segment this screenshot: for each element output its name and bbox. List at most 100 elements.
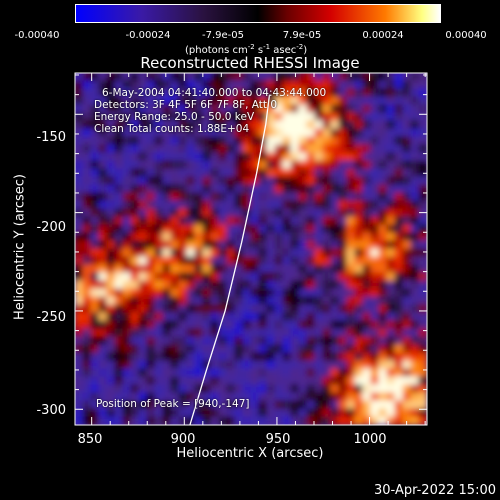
heatmap-cell xyxy=(370,216,380,226)
heatmap-cell xyxy=(162,128,172,138)
heatmap-cell xyxy=(210,344,220,354)
heatmap-cell xyxy=(90,408,100,418)
heatmap-cell xyxy=(218,328,228,338)
heatmap-cell xyxy=(322,280,332,290)
heatmap-cell xyxy=(258,208,268,218)
heatmap-cell xyxy=(386,168,396,178)
heatmap-cell xyxy=(170,120,180,130)
heatmap-cell xyxy=(298,248,308,258)
heatmap-cell xyxy=(362,184,372,194)
heatmap-cell xyxy=(330,272,340,282)
heatmap-cell xyxy=(154,248,164,258)
heatmap-cell xyxy=(170,96,180,106)
heatmap-cell xyxy=(194,304,204,314)
heatmap-cell xyxy=(90,192,100,202)
heatmap-cell xyxy=(146,296,156,306)
heatmap-cell xyxy=(362,104,372,114)
heatmap-cell xyxy=(170,112,180,122)
heatmap-cell xyxy=(370,112,380,122)
heatmap-cell xyxy=(75,352,84,362)
heatmap-cell xyxy=(98,144,108,154)
heatmap-cell xyxy=(186,408,196,418)
heatmap-cell xyxy=(130,112,140,122)
heatmap-cell xyxy=(242,312,252,322)
heatmap-cell xyxy=(394,200,404,210)
heatmap-cell xyxy=(306,176,316,186)
detectors-label: Detectors: 3F 4F 5F 6F 7F 8F, Att 0 xyxy=(94,99,278,111)
heatmap-cell xyxy=(266,176,276,186)
heatmap-cell xyxy=(362,416,372,425)
heatmap-cell xyxy=(114,232,124,242)
heatmap-cell xyxy=(362,152,372,162)
heatmap-cell xyxy=(330,144,340,154)
heatmap-cell xyxy=(370,168,380,178)
heatmap-cell xyxy=(162,296,172,306)
heatmap-cell xyxy=(194,88,204,98)
heatmap-cell xyxy=(146,264,156,274)
heatmap-cell xyxy=(154,320,164,330)
heatmap-cell xyxy=(394,104,404,114)
heatmap-cell xyxy=(330,344,340,354)
heatmap-cell xyxy=(146,88,156,98)
heatmap-cell xyxy=(226,392,236,402)
heatmap-cell xyxy=(98,296,108,306)
heatmap-cell xyxy=(218,320,228,330)
heatmap-cell xyxy=(186,144,196,154)
heatmap-cell xyxy=(202,120,212,130)
heatmap-cell xyxy=(138,368,148,378)
heatmap-cell xyxy=(75,136,84,146)
heatmap-cell xyxy=(178,200,188,210)
heatmap-cell xyxy=(90,272,100,282)
heatmap-cell xyxy=(210,200,220,210)
heatmap-cell xyxy=(106,200,116,210)
heatmap-cell xyxy=(362,296,372,306)
heatmap-cell xyxy=(394,392,404,402)
heatmap-cell xyxy=(114,144,124,154)
heatmap-cell xyxy=(162,136,172,146)
heatmap-cell xyxy=(98,248,108,258)
heatmap-cell xyxy=(186,312,196,322)
heatmap-cell xyxy=(266,312,276,322)
heatmap-cell xyxy=(202,280,212,290)
heatmap-cell xyxy=(346,144,356,154)
heatmap-cell xyxy=(418,176,427,186)
heatmap-cell xyxy=(186,248,196,258)
heatmap-cell xyxy=(106,400,116,410)
heatmap-cell xyxy=(106,272,116,282)
heatmap-cell xyxy=(370,73,380,82)
heatmap-cell xyxy=(114,416,124,425)
heatmap-cell xyxy=(130,120,140,130)
heatmap-cell xyxy=(178,288,188,298)
units-exponent: -1 xyxy=(263,43,271,51)
heatmap-cell xyxy=(282,104,292,114)
heatmap-cell xyxy=(226,304,236,314)
heatmap-cell xyxy=(370,192,380,202)
heatmap-cell xyxy=(178,184,188,194)
heatmap-cell xyxy=(250,80,260,90)
heatmap-cell xyxy=(410,296,420,306)
heatmap-cell xyxy=(194,120,204,130)
heatmap-cell xyxy=(386,360,396,370)
heatmap-cell xyxy=(122,224,132,234)
heatmap-cell xyxy=(378,208,388,218)
heatmap-cell xyxy=(75,360,84,370)
heatmap-cell xyxy=(418,328,427,338)
heatmap-cell xyxy=(250,360,260,370)
heatmap-cell xyxy=(370,160,380,170)
heatmap-cell xyxy=(338,120,348,130)
heatmap-cell xyxy=(322,120,332,130)
heatmap-cell xyxy=(82,216,92,226)
heatmap-cell xyxy=(354,288,364,298)
heatmap-cell xyxy=(386,136,396,146)
heatmap-cell xyxy=(146,248,156,258)
heatmap-cell xyxy=(226,328,236,338)
heatmap-cell xyxy=(242,392,252,402)
heatmap-cell xyxy=(298,144,308,154)
colorbar-tick-label: -0.00024 xyxy=(125,30,171,41)
heatmap-cell xyxy=(322,312,332,322)
heatmap-cell xyxy=(82,120,92,130)
heatmap-cell xyxy=(146,232,156,242)
heatmap-cell xyxy=(370,280,380,290)
heatmap-cell xyxy=(178,280,188,290)
